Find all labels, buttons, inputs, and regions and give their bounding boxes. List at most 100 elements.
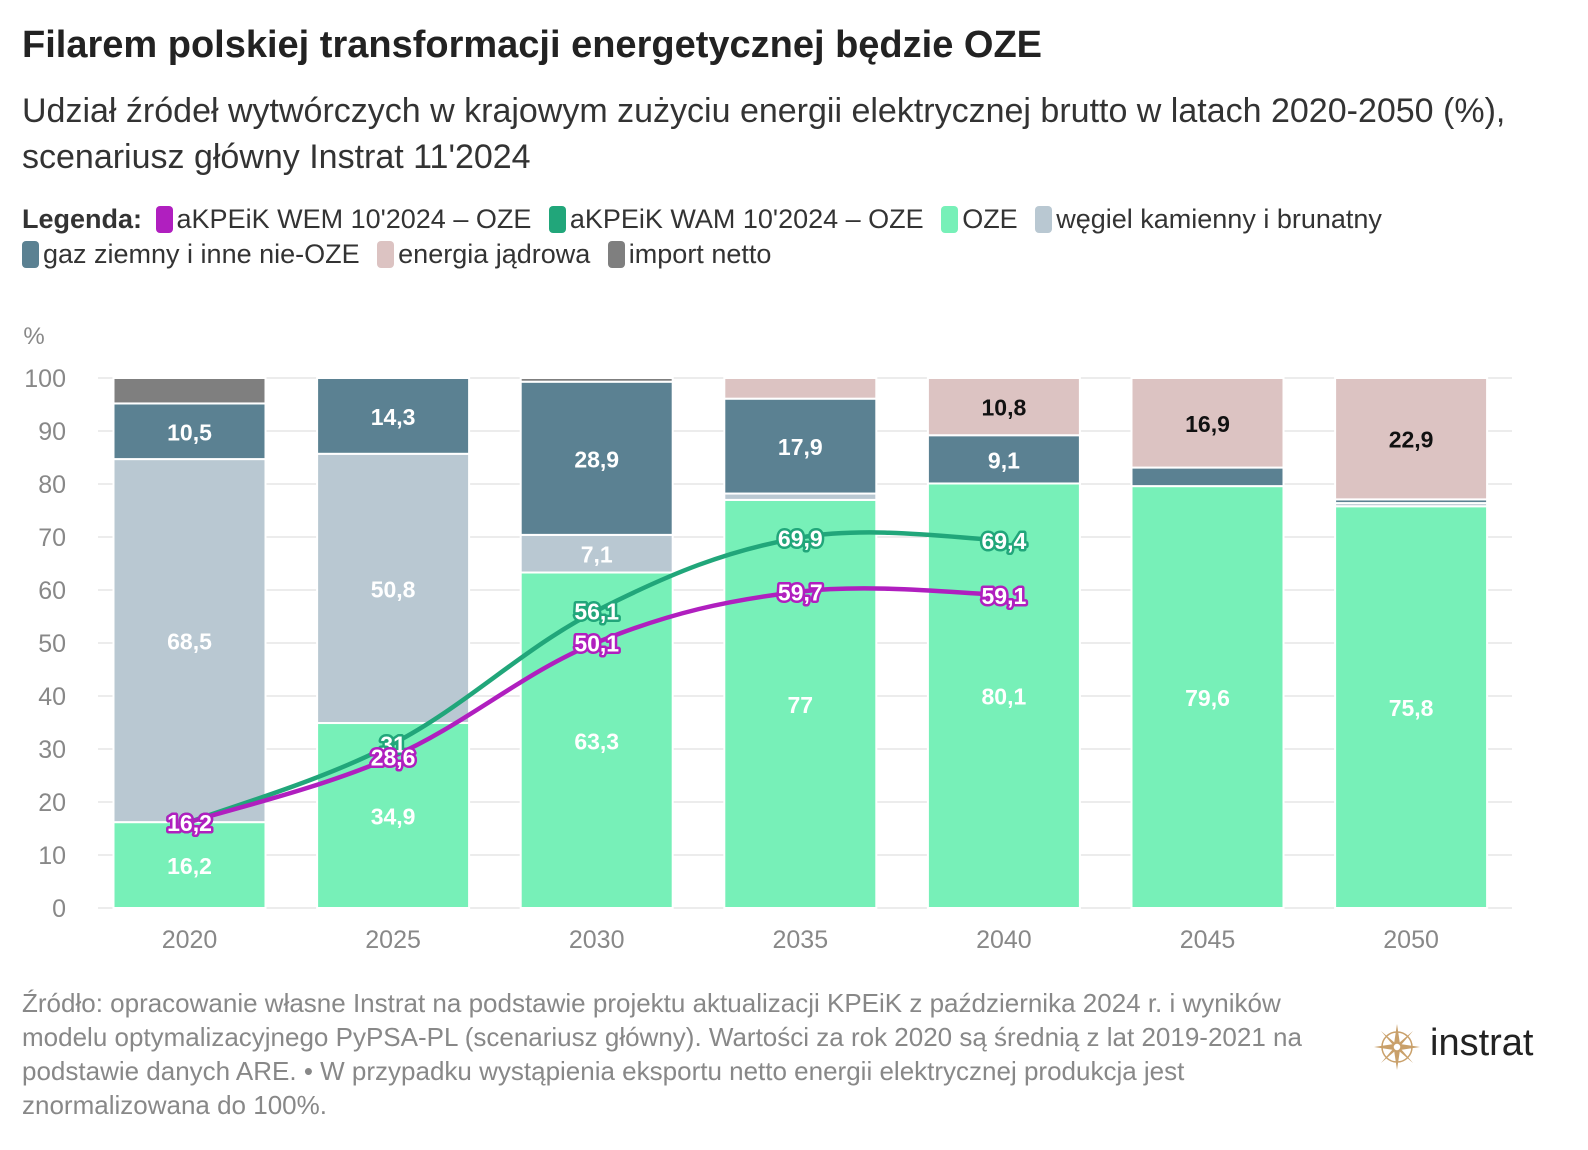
bar-segment bbox=[723, 377, 878, 400]
line-value-label: 16,2 bbox=[167, 810, 212, 836]
legend-label: aKPEiK WAM 10'2024 – OZE bbox=[569, 204, 924, 234]
bar-segment bbox=[926, 482, 1081, 909]
x-tick-label: 2025 bbox=[365, 926, 421, 954]
legend-swatch bbox=[1035, 206, 1053, 233]
y-tick-label: 30 bbox=[38, 736, 66, 764]
bar-value-label: 7,1 bbox=[581, 542, 613, 568]
bar-segment bbox=[519, 571, 674, 909]
bar-value-label: 9,1 bbox=[988, 447, 1020, 473]
bar-value-label: 28,9 bbox=[574, 446, 619, 472]
bar-segment bbox=[316, 722, 471, 909]
y-tick-label: 10 bbox=[38, 842, 66, 870]
bar-segment bbox=[112, 402, 267, 461]
chart-title: Filarem polskiej transformacji energetyc… bbox=[22, 24, 1043, 66]
legend-item-oze: OZE bbox=[941, 202, 1018, 237]
bar-value-label: 17,9 bbox=[778, 434, 823, 460]
legend-swatch bbox=[941, 206, 959, 233]
line-value-label: 59,1 bbox=[982, 583, 1027, 609]
series-line bbox=[187, 586, 1007, 825]
bar-value-label: 80,1 bbox=[982, 684, 1027, 710]
x-tick-label: 2030 bbox=[569, 926, 625, 954]
bar-segment bbox=[519, 377, 674, 383]
legend-label: energia jądrowa bbox=[398, 239, 591, 269]
stacked-bar-chart: %010203040506070809010016,268,510,520203… bbox=[23, 323, 1512, 954]
line-value-label: 56,1 bbox=[574, 599, 619, 625]
line-value-label: 59,7 bbox=[778, 580, 823, 606]
legend-item-wam: aKPEiK WAM 10'2024 – OZE bbox=[548, 202, 924, 237]
bar-segment bbox=[926, 434, 1081, 485]
bar-segment bbox=[1334, 377, 1489, 501]
bar-segment bbox=[1130, 377, 1285, 469]
y-tick-label: 100 bbox=[24, 365, 66, 393]
bar-value-label: 22,9 bbox=[1389, 427, 1434, 453]
legend-label: aKPEiK WEM 10'2024 – OZE bbox=[176, 204, 532, 234]
legend-item-nuclear: energia jądrowa bbox=[377, 237, 590, 272]
x-tick-label: 2020 bbox=[162, 926, 218, 954]
chart-subtitle: Udział źródeł wytwórczych w krajowym zuż… bbox=[22, 92, 1506, 176]
x-tick-label: 2035 bbox=[772, 926, 828, 954]
bar-value-label: 63,3 bbox=[574, 728, 619, 754]
legend-label: węgiel kamienny i brunatny bbox=[1056, 204, 1382, 234]
y-axis-unit-label: % bbox=[23, 323, 44, 350]
line-value-label: 31 bbox=[380, 732, 406, 758]
legend-swatch bbox=[548, 206, 566, 233]
bar-segment bbox=[112, 377, 267, 405]
x-tick-label: 2040 bbox=[976, 926, 1032, 954]
bar-value-label: 34,9 bbox=[371, 804, 416, 830]
legend-item-gas: gaz ziemny i inne nie-OZE bbox=[22, 237, 360, 272]
line-value-label: 69,4 bbox=[982, 528, 1027, 554]
y-tick-label: 90 bbox=[38, 418, 66, 446]
legend-swatch bbox=[155, 206, 173, 233]
bar-segment bbox=[926, 377, 1081, 437]
y-tick-label: 20 bbox=[38, 789, 66, 817]
bar-segment bbox=[1334, 505, 1489, 909]
legend-item-import: import netto bbox=[607, 237, 772, 272]
bar-value-label: 16,2 bbox=[167, 853, 212, 879]
legend-title: Legenda: bbox=[22, 204, 143, 234]
legend-swatch bbox=[377, 241, 395, 268]
x-tick-label: 2050 bbox=[1383, 926, 1439, 954]
bar-segment bbox=[112, 458, 267, 824]
legend-item-coal: węgiel kamienny i brunatny bbox=[1035, 202, 1382, 237]
bar-value-label: 75,8 bbox=[1389, 695, 1434, 721]
bar-value-label: 14,3 bbox=[371, 404, 416, 430]
line-value-label: 50,1 bbox=[574, 630, 619, 656]
line-value-label: 16,2 bbox=[167, 810, 212, 836]
bar-segment bbox=[112, 821, 267, 910]
source-note: Źródło: opracowanie własne Instrat na po… bbox=[22, 988, 1302, 1120]
y-tick-label: 40 bbox=[38, 683, 66, 711]
bar-segment bbox=[519, 380, 674, 536]
legend: Legenda: aKPEiK WEM 10'2024 – OZE aKPEiK… bbox=[22, 202, 1562, 272]
bar-value-label: 77 bbox=[788, 692, 814, 718]
compass-rose-icon bbox=[1374, 1024, 1420, 1070]
legend-item-wem: aKPEiK WEM 10'2024 – OZE bbox=[155, 202, 532, 237]
bar-value-label: 50,8 bbox=[371, 576, 416, 602]
bar-value-label: 10,5 bbox=[167, 419, 212, 445]
bar-segment bbox=[316, 377, 471, 455]
y-tick-label: 80 bbox=[38, 471, 66, 499]
bar-value-label: 10,8 bbox=[982, 395, 1027, 421]
logo-text: instrat bbox=[1430, 1022, 1534, 1064]
bar-segment bbox=[1130, 466, 1285, 488]
bar-value-label: 16,9 bbox=[1185, 411, 1230, 437]
legend-label: gaz ziemny i inne nie-OZE bbox=[43, 239, 360, 269]
legend-label: import netto bbox=[628, 239, 772, 269]
y-tick-label: 70 bbox=[38, 524, 66, 552]
bar-segment bbox=[723, 498, 878, 909]
instrat-logo: instrat bbox=[1372, 1022, 1552, 1072]
y-tick-label: 60 bbox=[38, 577, 66, 605]
bar-segment bbox=[723, 397, 878, 495]
bar-value-label: 79,6 bbox=[1185, 685, 1230, 711]
series-line bbox=[187, 530, 1007, 825]
legend-label: OZE bbox=[962, 204, 1018, 234]
line-value-label: 69,9 bbox=[778, 526, 823, 552]
bar-segment bbox=[1130, 485, 1285, 909]
legend-swatch bbox=[607, 241, 625, 268]
line-value-label: 28,6 bbox=[371, 744, 416, 770]
y-tick-label: 0 bbox=[52, 895, 66, 923]
legend-swatch bbox=[22, 241, 39, 268]
y-tick-label: 50 bbox=[38, 630, 66, 658]
x-tick-label: 2045 bbox=[1180, 926, 1236, 954]
bar-value-label: 68,5 bbox=[167, 629, 212, 655]
bar-segment bbox=[316, 452, 471, 725]
